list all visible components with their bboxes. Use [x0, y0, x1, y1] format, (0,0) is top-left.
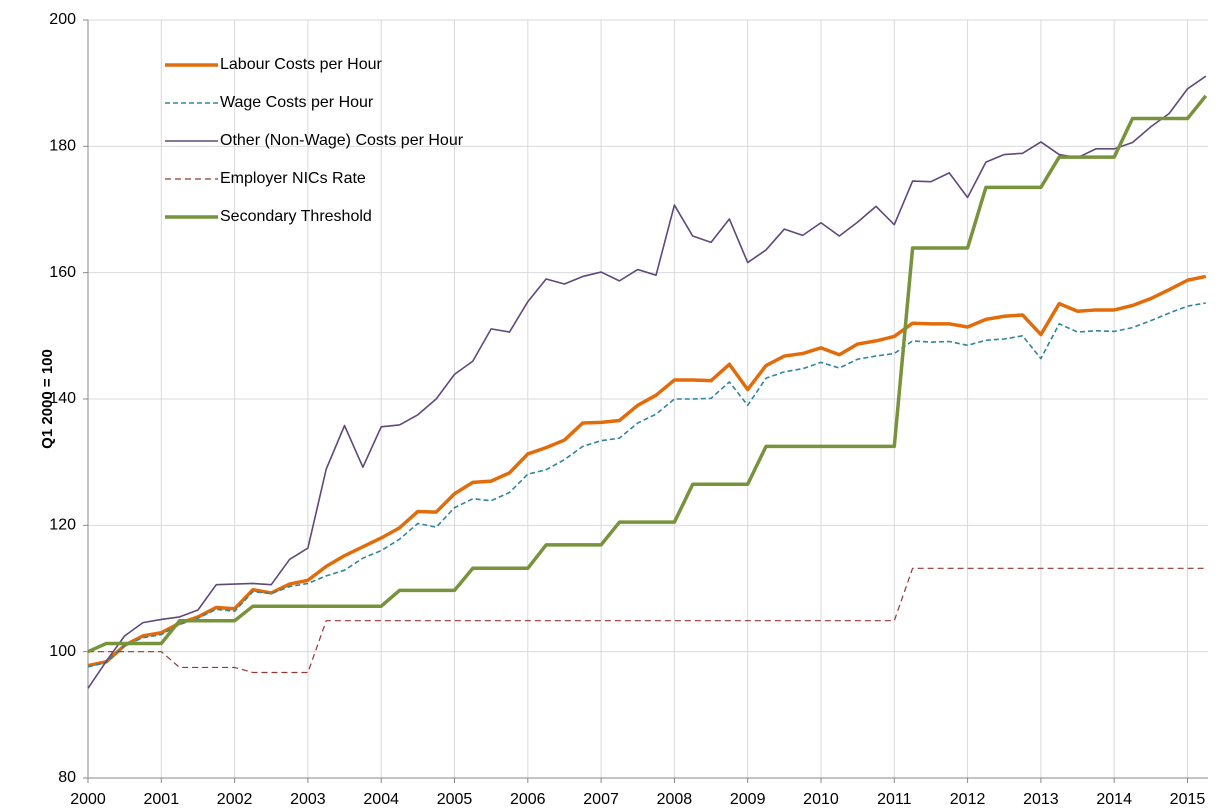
series-line	[87, 94, 1208, 654]
y-tick-label: 120	[49, 517, 76, 534]
series-line	[88, 567, 1206, 674]
x-tick-label: 2011	[877, 791, 912, 808]
y-tick-label: 180	[49, 138, 76, 155]
y-tick-label: 200	[49, 11, 76, 28]
legend-label: Wage Costs per Hour	[220, 94, 374, 111]
series-line	[87, 302, 1206, 668]
x-tick-label: 2009	[730, 791, 766, 808]
x-tick-label: 2012	[950, 791, 986, 808]
legend-label: Secondary Threshold	[220, 208, 372, 225]
x-tick-label: 2008	[657, 791, 693, 808]
series-line	[87, 75, 1207, 689]
y-tick-label: 100	[49, 643, 76, 660]
legend-label: Labour Costs per Hour	[220, 56, 383, 73]
x-tick-label: 2015	[1170, 791, 1206, 808]
legend-label: Other (Non-Wage) Costs per Hour	[220, 132, 464, 149]
x-tick-label: 2005	[437, 791, 473, 808]
x-tick-label: 2007	[583, 791, 619, 808]
y-tick-label: 160	[49, 264, 76, 281]
x-tick-label: 2006	[510, 791, 546, 808]
x-tick-label: 2010	[803, 791, 839, 808]
y-tick-label: 140	[49, 390, 76, 407]
x-tick-label: 2004	[363, 791, 399, 808]
y-tick-label: 80	[58, 769, 76, 786]
legend-label: Employer NICs Rate	[220, 170, 366, 187]
x-tick-label: 2013	[1023, 791, 1059, 808]
series-line	[87, 274, 1207, 668]
x-tick-label: 2000	[70, 791, 106, 808]
x-tick-label: 2014	[1096, 791, 1132, 808]
x-tick-label: 2001	[144, 791, 180, 808]
x-tick-label: 2002	[217, 791, 253, 808]
y-axis-label: Q1 2000 = 100	[39, 349, 56, 449]
x-tick-label: 2003	[290, 791, 326, 808]
